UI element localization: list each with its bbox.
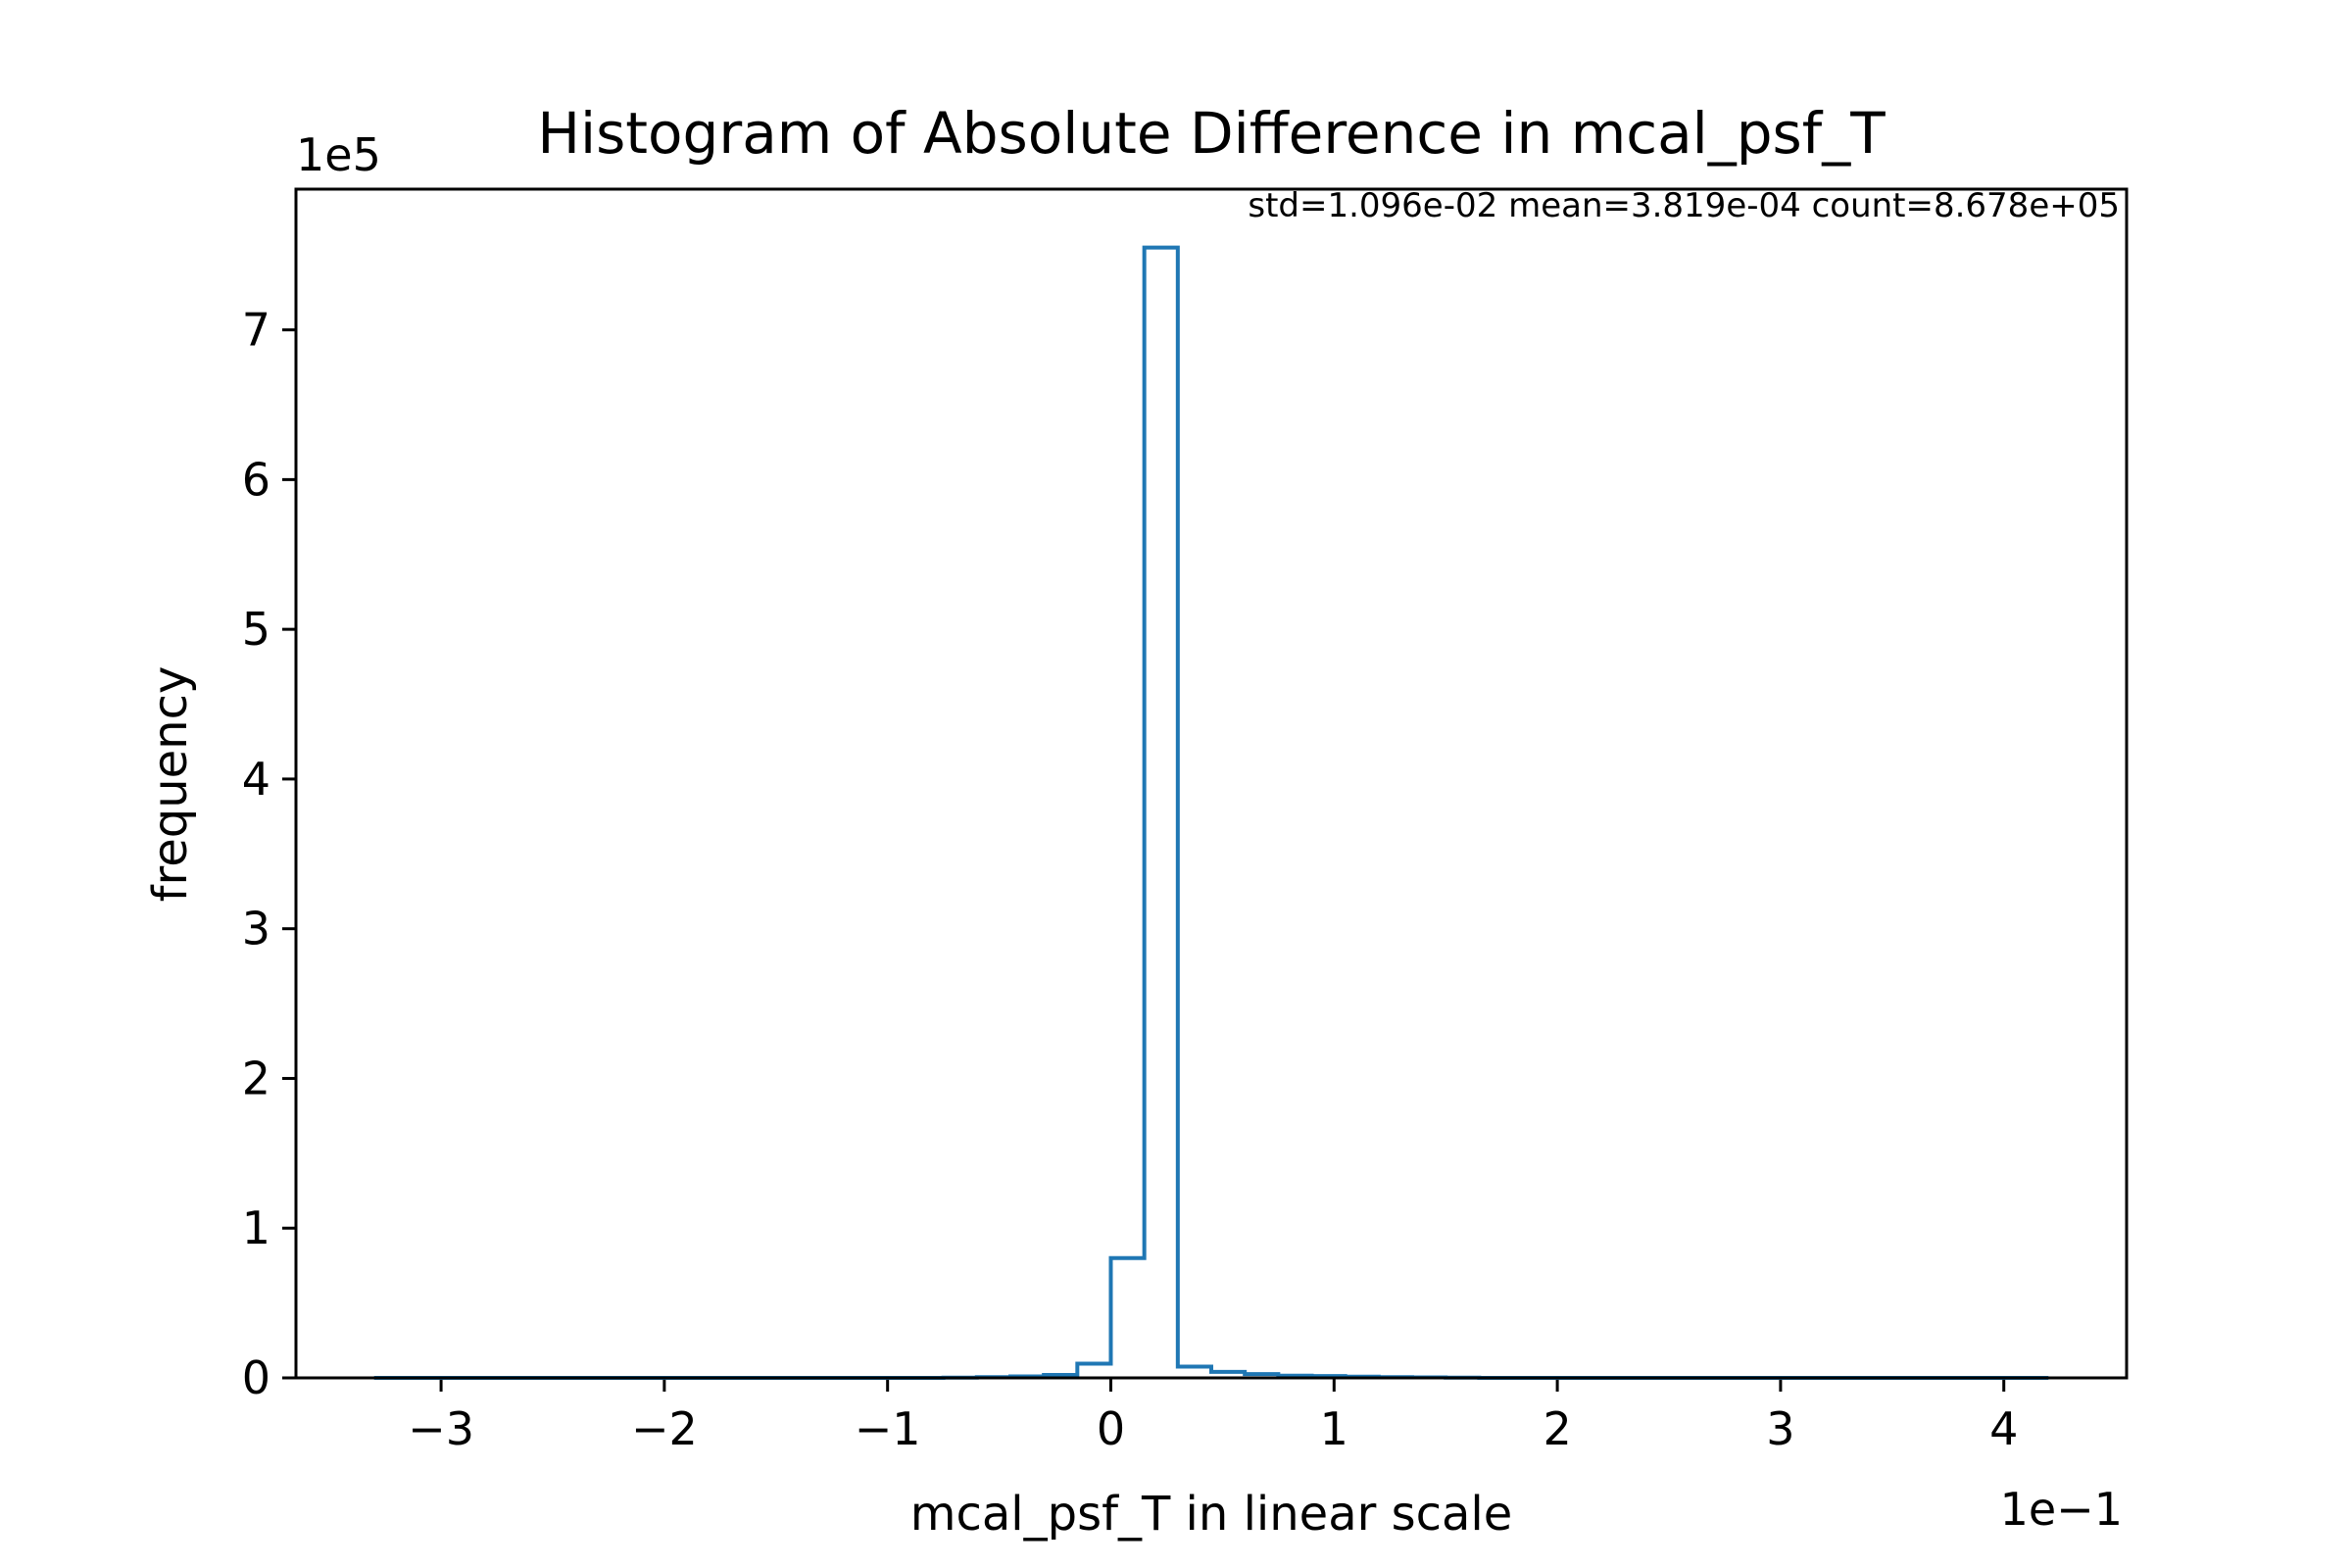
y-tick-label: 7 <box>242 304 270 357</box>
x-offset-label: 1e−1 <box>2000 1483 2123 1536</box>
stats-annotation: std=1.096e-02 mean=3.819e-04 count=8.678… <box>1248 186 2120 225</box>
y-tick-label: 2 <box>242 1052 270 1104</box>
x-tick-label: 1 <box>1320 1402 1348 1455</box>
x-tick-label: 4 <box>1989 1402 2018 1455</box>
x-tick-label: −2 <box>631 1402 698 1455</box>
chart-title: Histogram of Absolute Difference in mcal… <box>537 100 1886 167</box>
y-tick-label: 6 <box>242 453 270 506</box>
y-tick-label: 5 <box>242 603 270 656</box>
y-axis-ticks: 0 1 2 3 4 5 6 7 <box>242 304 296 1404</box>
y-tick-label: 1 <box>242 1201 270 1254</box>
plot-area-frame <box>294 187 2129 1380</box>
x-tick-label: 0 <box>1097 1402 1125 1455</box>
y-tick-label: 3 <box>242 903 270 956</box>
x-tick-label: 2 <box>1543 1402 1571 1455</box>
y-tick-label: 4 <box>242 753 270 806</box>
y-axis-label: frequency <box>143 666 198 903</box>
y-tick-label: 0 <box>242 1351 270 1404</box>
y-offset-label: 1e5 <box>296 128 381 181</box>
x-axis-ticks: −3 −2 −1 0 1 2 3 4 <box>408 1378 2018 1455</box>
x-axis-label: mcal_psf_T in linear scale <box>910 1487 1513 1542</box>
x-tick-label: −1 <box>855 1402 921 1455</box>
x-tick-label: −3 <box>408 1402 474 1455</box>
x-tick-label: 3 <box>1766 1402 1794 1455</box>
